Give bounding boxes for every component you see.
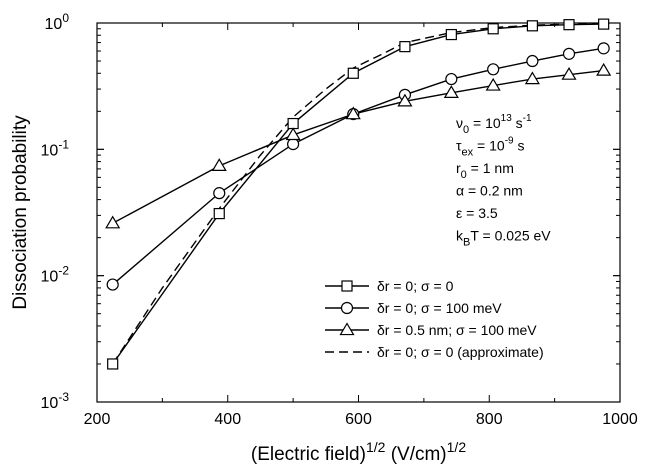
parameter-annotation: ν0 = 1013 s-1 [456,113,532,136]
data-point-series-3 [397,93,413,107]
data-point-series-1 [445,28,457,41]
series-line-4 [112,22,604,365]
annotation-sup: -1 [523,113,532,124]
data-point-series-3 [285,127,301,141]
parameter-annotation: r0 = 1 nm [456,160,514,181]
y-tick-label: 10-3 [41,390,70,412]
annotation-text: ε = 3.5 [456,205,498,221]
legend-label: δr = 0; σ = 0 (approximate) [377,344,544,360]
y-tick-exp: -1 [58,137,69,151]
x-axis-title-units: (V/cm) [385,444,446,465]
x-tick-label: 600 [345,411,372,428]
data-point-series-1 [598,18,610,30]
parameter-annotation: ε = 3.5 [456,205,498,221]
legend-marker [339,322,355,336]
y-tick-base: 10 [41,395,59,412]
y-tick-base: 10 [41,269,59,286]
data-point-series-1 [526,20,538,32]
data-point-series-3 [105,215,121,229]
legend-label: δr = 0; σ = 100 meV [377,300,502,316]
annotation-text: T = 0.025 eV [470,228,551,244]
y-tick-label: 10-2 [41,264,70,286]
legend-label: δr = 0; σ = 0 [377,278,454,294]
x-tick-label: 800 [476,411,503,428]
x-axis-title-sup: 1/2 [366,439,386,455]
data-point-series-3 [596,62,612,76]
legend-marker [340,301,354,315]
annotation-text: s [514,138,525,154]
data-point-series-2 [445,72,458,86]
data-point-series-3 [561,66,577,80]
parameter-annotation: kBT = 0.025 eV [456,228,551,249]
data-point-series-2 [526,54,539,68]
y-tick-exp: -2 [58,264,69,278]
data-point-series-3 [211,158,227,172]
annotation-text: = 10 [473,138,505,154]
legend-label: δr = 0.5 nm; σ = 100 meV [377,322,537,338]
annotation-sub: B [463,237,470,249]
annotation-sub: 0 [463,124,469,136]
annotation-text: r [456,160,461,176]
x-axis-title-sup: 1/2 [447,439,467,455]
annotation-text: k [456,228,464,244]
annotation-text: τ [456,138,462,154]
data-point-series-3 [485,77,501,91]
data-point-series-1 [347,67,359,79]
annotation-text: = 10 [469,115,501,131]
annotation-sub: 0 [461,169,467,181]
data-point-series-1 [213,207,225,220]
data-point-series-2 [213,187,226,200]
y-tick-label: 100 [45,11,70,33]
series-line-2 [112,47,604,286]
annotation-text: α = 0.2 nm [456,183,523,199]
data-point-series-2 [487,63,500,76]
legend-marker [341,280,353,292]
x-tick-label: 1000 [602,411,638,428]
data-point-series-2 [287,138,300,151]
annotation-text: ν [456,115,463,131]
data-point-series-1 [487,23,499,35]
data-point-series-1 [107,358,119,370]
y-tick-exp: -3 [58,390,69,404]
y-axis-title: Dissociation probability [10,115,31,310]
parameter-annotation: τex = 10-9 s [456,136,524,159]
x-axis-title-main: (Electric field) [251,444,366,465]
data-point-series-1 [563,19,575,31]
data-point-series-1 [287,117,299,130]
x-tick-label: 200 [84,411,111,428]
data-point-series-1 [399,41,411,53]
x-axis-title: (Electric field)1/2 (V/cm)1/2 [251,439,466,465]
data-point-series-3 [443,85,459,98]
data-point-series-3 [524,71,540,85]
plot-layer: 200 400 600 800 100010-310-210-1100(Electric… [10,11,638,465]
y-tick-base: 10 [45,16,63,33]
data-point-series-3 [345,106,361,120]
annotation-text: = 1 nm [467,160,514,176]
y-tick-exp: 0 [62,11,69,25]
series-line-3 [112,69,604,224]
data-point-series-2 [597,42,610,55]
annotation-sup: -9 [505,136,514,147]
parameter-annotation: α = 0.2 nm [456,183,523,199]
data-point-series-2 [106,278,119,291]
x-tick-label: 400 [214,411,241,428]
annotation-sub: ex [462,147,474,159]
annotation-text: s [512,115,523,131]
y-tick-base: 10 [41,142,59,159]
y-tick-label: 10-1 [41,137,70,159]
annotation-sup: 13 [501,113,513,124]
data-point-series-2 [562,47,576,60]
